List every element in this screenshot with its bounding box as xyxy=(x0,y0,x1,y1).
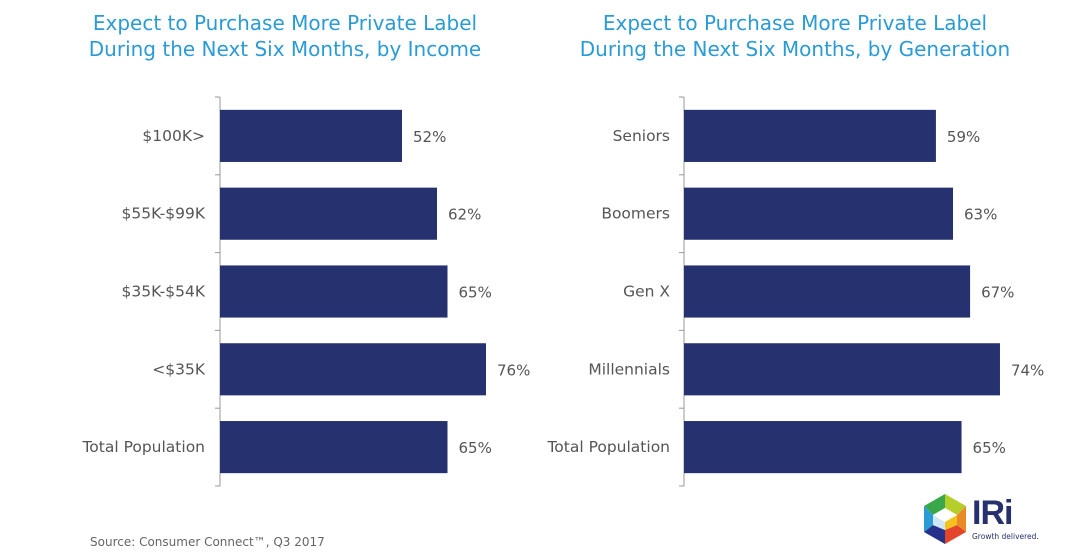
data-label: 65% xyxy=(459,284,492,302)
iri-logo: IRi Growth delivered. xyxy=(922,492,1062,548)
category-label: Boomers xyxy=(601,205,670,223)
bar xyxy=(684,343,1000,396)
bar xyxy=(220,187,437,240)
category-label: $55K-$99K xyxy=(122,205,206,223)
data-label: 62% xyxy=(448,206,481,224)
logo-wordmark: IRi xyxy=(972,494,1013,532)
data-label: 65% xyxy=(459,439,492,457)
bar xyxy=(684,109,936,162)
bar xyxy=(684,265,971,318)
data-label: 74% xyxy=(1011,361,1044,379)
bar xyxy=(220,265,448,318)
data-label: 59% xyxy=(947,128,980,146)
hexagon-cube-icon xyxy=(924,494,966,544)
data-label: 52% xyxy=(413,128,446,146)
category-label: Gen X xyxy=(623,283,670,301)
category-label: Millennials xyxy=(588,360,670,378)
logo-tagline: Growth delivered. xyxy=(972,532,1039,541)
source-note: Source: Consumer Connect™, Q3 2017 xyxy=(90,535,325,549)
data-label: 63% xyxy=(964,206,997,224)
bar xyxy=(220,109,402,162)
category-label: $35K-$54K xyxy=(122,283,206,301)
category-label: Seniors xyxy=(613,127,670,145)
data-label: 65% xyxy=(973,439,1006,457)
category-label: <$35K xyxy=(152,360,206,378)
category-label: Total Population xyxy=(81,438,205,456)
bar xyxy=(220,421,448,474)
bar xyxy=(220,343,486,396)
bar xyxy=(684,421,962,474)
category-label: Total Population xyxy=(546,438,670,456)
generation-chart-title: Expect to Purchase More Private Label Du… xyxy=(579,11,1011,61)
bar xyxy=(684,187,954,240)
income-chart-title: Expect to Purchase More Private Label Du… xyxy=(88,11,482,61)
data-label: 67% xyxy=(981,284,1014,302)
category-label: $100K> xyxy=(142,127,205,145)
data-label: 76% xyxy=(497,361,530,379)
